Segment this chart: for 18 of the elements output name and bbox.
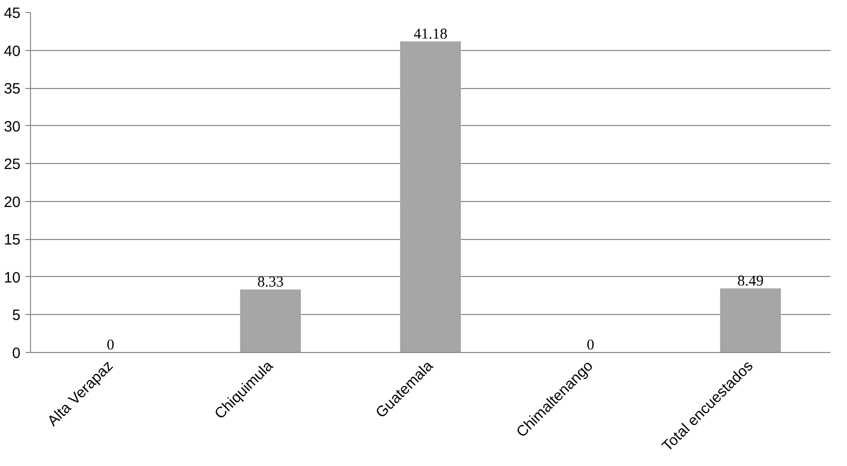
y-tick-label: 35 — [4, 80, 21, 98]
data-label: 0 — [586, 338, 594, 354]
y-tick-label: 25 — [4, 156, 21, 174]
y-tick-label: 15 — [4, 232, 21, 249]
y-tick-label: 0 — [12, 345, 20, 362]
bar — [240, 290, 301, 352]
bar — [720, 288, 781, 352]
bar — [400, 41, 461, 352]
y-tick-label: 5 — [12, 307, 20, 324]
data-label: 41.18 — [414, 26, 448, 42]
y-tick-label: 30 — [4, 118, 21, 136]
y-tick-label: 45 — [4, 5, 21, 22]
data-label: 8.49 — [737, 273, 764, 290]
y-tick-label: 10 — [4, 269, 21, 286]
data-label: 0 — [106, 338, 114, 354]
y-tick-label: 40 — [4, 42, 21, 60]
data-label: 8.33 — [257, 274, 284, 291]
y-tick-label: 20 — [4, 194, 21, 211]
